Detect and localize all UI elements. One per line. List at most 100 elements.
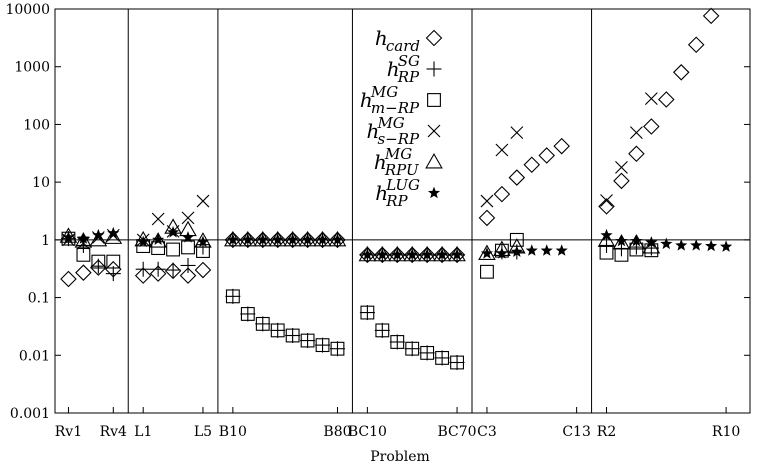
diamond-point [643, 118, 660, 135]
square-point [480, 264, 494, 279]
star-point [540, 244, 553, 256]
square-point [285, 328, 300, 343]
plus-point [419, 345, 435, 361]
legend-subscript: RP [397, 68, 420, 86]
star-point [256, 233, 269, 246]
star-point [690, 239, 703, 251]
triangle-point [74, 232, 93, 248]
star-point [630, 234, 643, 247]
diamond-point [598, 198, 615, 215]
triangle-point [59, 227, 78, 243]
star-point [361, 248, 374, 260]
cross-b [495, 143, 509, 157]
star-point [271, 233, 284, 246]
star-point [92, 228, 105, 241]
plus-point [90, 258, 106, 274]
star-point [286, 233, 299, 246]
star-point [167, 225, 180, 238]
star-point [137, 235, 150, 248]
square-point [450, 355, 464, 370]
legend-subscript: s−RP [377, 130, 420, 148]
diamond-point [658, 91, 675, 108]
plus-point [165, 262, 181, 278]
cross-b [151, 212, 165, 226]
cross-point [196, 194, 210, 208]
legend-square-marker [427, 93, 441, 107]
series-rp_sg [60, 231, 659, 370]
triangle-point [627, 234, 646, 250]
cross-point [181, 211, 195, 225]
diamond-point [538, 147, 556, 164]
triangle-point [642, 238, 661, 254]
plus-point [150, 261, 166, 277]
square-point [435, 351, 450, 365]
star-point [376, 248, 389, 260]
legend-symbol: h [375, 26, 388, 50]
x-tick-label: BC10 [348, 424, 387, 440]
legend-triangle-marker [425, 153, 443, 169]
cross-b [630, 126, 643, 140]
square-point [240, 307, 255, 321]
cross-point [600, 194, 613, 207]
y-tick-label: 10000 [5, 2, 50, 18]
square-point [106, 254, 121, 269]
plus-point [285, 328, 301, 344]
square-point [375, 323, 390, 338]
square-point [390, 335, 405, 349]
plus-point [135, 261, 151, 277]
square-point [255, 316, 270, 331]
cross-point [510, 126, 524, 140]
cross-b [510, 126, 524, 140]
star-point [480, 247, 494, 259]
series-srp_mg [62, 92, 658, 250]
plus-point [329, 341, 345, 357]
y-tick-label: 10 [32, 175, 50, 191]
square-point [76, 247, 91, 262]
diamond-point [149, 265, 167, 282]
star-point [181, 231, 195, 243]
diamond-point [194, 261, 212, 279]
cross-point [630, 126, 643, 140]
legend-symbol: h [360, 88, 373, 112]
star-point [316, 233, 329, 246]
square-point [330, 341, 345, 356]
x-tick-label: L1 [134, 424, 152, 440]
plus-point [404, 341, 420, 357]
diamond-point [179, 267, 197, 284]
star-point [436, 248, 449, 260]
plus-point [599, 237, 615, 253]
y-tick-label: 0.1 [28, 291, 50, 307]
plus-point [389, 334, 405, 350]
legend-superscript: MG [370, 83, 398, 101]
square-point [181, 240, 195, 255]
diamond-point [478, 209, 496, 227]
star-point [391, 248, 404, 260]
square-point [360, 305, 375, 320]
plus-point [300, 333, 316, 349]
star-point [196, 235, 210, 248]
x-tick-label: C13 [562, 424, 591, 440]
triangle-point [149, 232, 167, 248]
legend-plus-marker [426, 61, 442, 77]
x-tick-label: R10 [712, 424, 740, 440]
triangle-point [612, 234, 631, 250]
star-point [555, 244, 568, 256]
diamond-point [164, 262, 182, 280]
triangle-point [89, 230, 108, 247]
star-point [450, 248, 464, 260]
cross-b [600, 194, 613, 207]
plus-point [434, 350, 450, 366]
series-mrp_mg [61, 231, 659, 370]
star-point [675, 239, 688, 251]
star-point [301, 233, 314, 246]
square-point [300, 333, 315, 348]
x-tick-label: R2 [597, 424, 616, 440]
star-point [152, 233, 165, 246]
legend-superscript: SG [398, 52, 420, 70]
star-point [645, 236, 658, 248]
plus-point [255, 316, 271, 332]
